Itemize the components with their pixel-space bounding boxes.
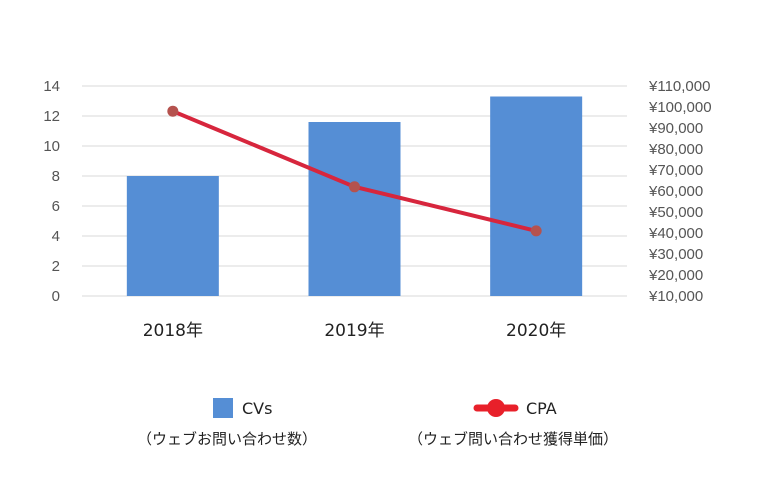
legend-cvs-sublabel: （ウェブお問い合わせ数） [137, 430, 317, 448]
legend-cpa-sublabel: （ウェブ問い合わせ獲得単価） [408, 430, 618, 448]
left-tick-label: 14 [43, 78, 60, 95]
right-tick-label: ¥110,000 [648, 78, 710, 95]
legend: CVs （ウェブお問い合わせ数） CPA （ウェブ問い合わせ獲得単価） [137, 398, 618, 448]
legend-cpa-label: CPA [526, 399, 557, 418]
right-axis: ¥10,000 ¥20,000 ¥30,000 ¥40,000 ¥50,000 ¥60,0… [648, 78, 712, 305]
left-tick-label: 6 [52, 198, 60, 215]
cpa-line [167, 105, 542, 237]
right-tick-label: ¥60,000 [648, 183, 703, 200]
right-tick-label: ¥50,000 [648, 204, 703, 221]
category-label: 2019年 [324, 321, 384, 341]
legend-cpa-swatch-marker [487, 399, 505, 417]
right-tick-label: ¥10,000 [648, 288, 703, 305]
right-tick-label: ¥100,000 [648, 99, 712, 116]
cpa-point [349, 181, 360, 193]
category-labels: 2018年 2019年 2020年 [143, 321, 567, 341]
left-tick-label: 2 [52, 258, 60, 275]
bar-cvs [308, 122, 401, 296]
right-tick-label: ¥70,000 [648, 162, 703, 179]
legend-cvs-label: CVs [242, 399, 272, 418]
left-axis: 0 2 4 6 8 10 12 14 [43, 78, 60, 305]
left-tick-label: 8 [52, 168, 60, 185]
left-tick-label: 4 [52, 228, 60, 245]
right-tick-label: ¥90,000 [648, 120, 703, 137]
category-label: 2018年 [143, 321, 203, 341]
left-tick-label: 12 [43, 108, 60, 125]
bar-cvs [490, 96, 583, 296]
category-label: 2020年 [506, 321, 566, 341]
right-tick-label: ¥30,000 [648, 246, 703, 263]
cpa-point [167, 105, 179, 117]
legend-cvs-swatch [213, 398, 233, 418]
cvs-bars [126, 96, 583, 296]
left-tick-label: 10 [43, 138, 60, 155]
left-tick-label: 0 [52, 288, 60, 305]
right-tick-label: ¥80,000 [648, 141, 703, 158]
right-tick-label: ¥20,000 [648, 267, 703, 284]
bar-cvs [126, 176, 219, 296]
right-tick-label: ¥40,000 [648, 225, 703, 242]
cpa-point [530, 225, 542, 237]
